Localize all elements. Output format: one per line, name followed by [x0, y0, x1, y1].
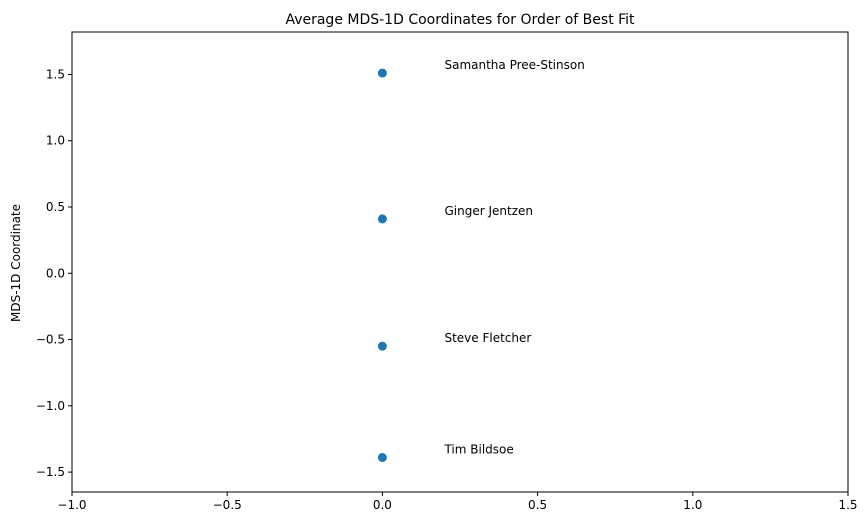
data-point — [377, 68, 387, 78]
x-tick-label: 0.5 — [528, 498, 547, 512]
data-point-label: Ginger Jentzen — [444, 204, 533, 218]
y-tick-label: −1.5 — [36, 465, 65, 479]
axis-ticks: −1.0 −0.5 0.0 0.5 1.0 1.5 −1.5 −1.0 −0.5 0.0 0.5 1.… — [36, 67, 858, 512]
data-point-label: Steve Fletcher — [444, 331, 531, 345]
y-tick-label: 1.0 — [46, 134, 65, 148]
y-tick-label: 0.5 — [46, 200, 65, 214]
chart-title: Average MDS-1D Coordinates for Order of … — [285, 12, 635, 28]
data-point-label: Tim Bildsoe — [443, 443, 513, 457]
data-point — [377, 214, 387, 224]
x-tick-label: 1.5 — [838, 498, 857, 512]
data-point — [377, 341, 387, 351]
data-points — [377, 68, 387, 463]
y-tick-label: 0.0 — [46, 266, 65, 280]
y-tick-label: −1.0 — [36, 399, 65, 413]
y-tick-label: −0.5 — [36, 333, 65, 347]
x-tick-label: −1.0 — [57, 498, 86, 512]
y-axis-label: MDS-1D Coordinate — [9, 204, 23, 322]
data-point-label: Samantha Pree-Stinson — [444, 58, 584, 72]
x-tick-label: −0.5 — [213, 498, 242, 512]
x-tick-label: 1.0 — [683, 498, 702, 512]
point-labels: Samantha Pree-Stinson Ginger Jentzen Steve… — [443, 58, 584, 456]
data-point — [377, 453, 387, 463]
x-tick-label: 0.0 — [373, 498, 392, 512]
y-tick-label: 1.5 — [46, 67, 65, 81]
plot-frame — [71, 31, 849, 493]
